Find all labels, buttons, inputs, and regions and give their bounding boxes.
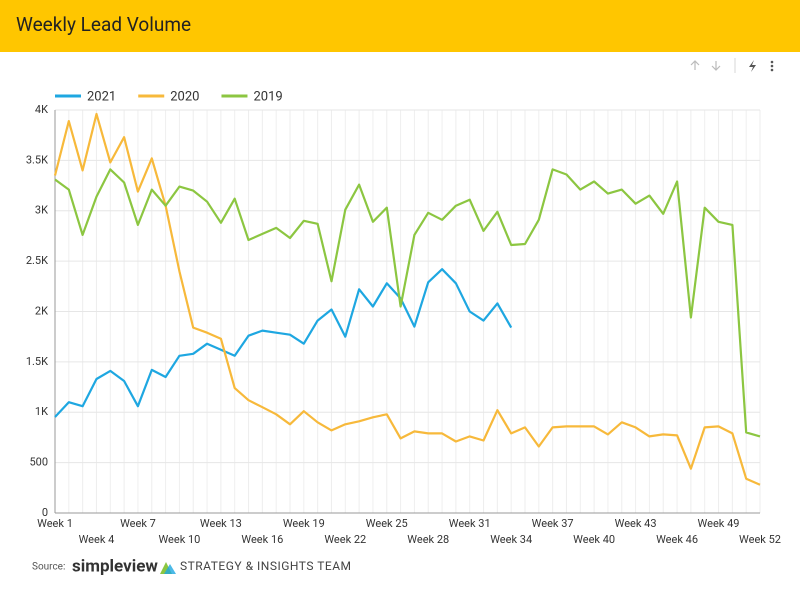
x-tick-label: Week 13 bbox=[200, 517, 242, 530]
y-tick-label: 0 bbox=[42, 506, 48, 519]
y-tick-label: 1K bbox=[35, 405, 48, 418]
y-tick-label: 4K bbox=[35, 103, 48, 116]
x-tick-label: Week 52 bbox=[739, 533, 781, 546]
x-tick-label: Week 4 bbox=[79, 533, 115, 546]
chart-title: Weekly Lead Volume bbox=[16, 13, 191, 36]
x-tick-label: Week 34 bbox=[490, 533, 532, 546]
series-line bbox=[54, 168, 761, 438]
y-tick-label: 1.5K bbox=[26, 355, 48, 368]
x-tick-label: Week 25 bbox=[366, 517, 408, 530]
series-line bbox=[53, 112, 761, 486]
x-tick-label: Week 31 bbox=[449, 517, 491, 530]
sort-up-icon[interactable] bbox=[690, 60, 700, 70]
source-label: Source: bbox=[32, 562, 65, 573]
x-tick-label: Week 46 bbox=[656, 533, 698, 546]
x-tick-label: Week 16 bbox=[241, 533, 283, 546]
legend-label: 2021 bbox=[87, 89, 116, 104]
x-tick-label: Week 19 bbox=[283, 517, 325, 530]
x-tick-label: Week 7 bbox=[120, 517, 156, 530]
y-tick-label: 2K bbox=[35, 304, 48, 317]
y-tick-label: 3K bbox=[35, 204, 48, 217]
y-tick-label: 2.5K bbox=[26, 254, 48, 267]
x-tick-label: Week 37 bbox=[532, 517, 574, 530]
sort-down-icon[interactable] bbox=[711, 61, 721, 71]
series-line bbox=[54, 268, 513, 418]
menu-icon[interactable] bbox=[770, 60, 774, 72]
brand-name: simpleview bbox=[72, 556, 158, 576]
toolbar[interactable] bbox=[690, 58, 774, 73]
legend-label: 2019 bbox=[253, 89, 282, 104]
brand-logo bbox=[160, 562, 176, 574]
team-name: STRATEGY & INSIGHTS TEAM bbox=[180, 559, 352, 573]
header-bar bbox=[0, 0, 800, 52]
y-tick-label: 3.5K bbox=[26, 153, 48, 166]
x-tick-label: Week 28 bbox=[407, 533, 449, 546]
lightning-icon[interactable] bbox=[749, 60, 756, 72]
x-tick-label: Week 22 bbox=[324, 533, 366, 546]
x-tick-label: Week 49 bbox=[698, 517, 740, 530]
y-tick-label: 500 bbox=[29, 456, 48, 469]
x-tick-label: Week 10 bbox=[158, 533, 200, 546]
x-tick-label: Week 1 bbox=[37, 517, 73, 530]
x-tick-label: Week 40 bbox=[573, 533, 615, 546]
legend-label: 2020 bbox=[170, 89, 199, 104]
x-tick-label: Week 43 bbox=[615, 517, 657, 530]
